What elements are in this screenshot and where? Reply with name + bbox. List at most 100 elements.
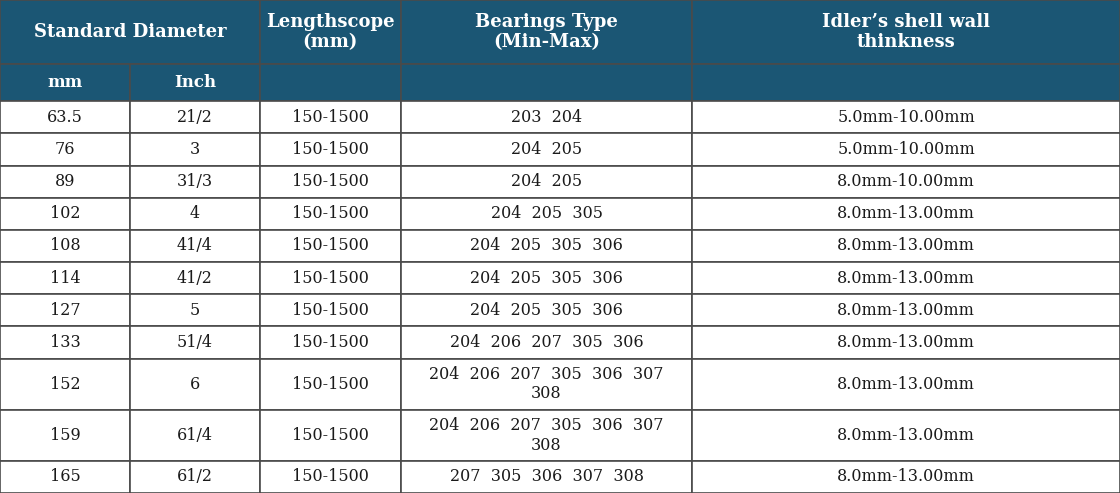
Bar: [260, 0, 401, 64]
Bar: [0, 0, 260, 64]
Text: 102: 102: [49, 205, 81, 222]
Bar: [130, 134, 260, 166]
Text: 165: 165: [49, 468, 81, 486]
Bar: [260, 410, 401, 461]
Text: 150-1500: 150-1500: [292, 205, 368, 222]
Text: 204  205  305  306: 204 205 305 306: [470, 302, 623, 319]
Bar: [692, 410, 1120, 461]
Text: 204  205  305: 204 205 305: [491, 205, 603, 222]
Bar: [401, 101, 692, 134]
Bar: [260, 262, 401, 294]
Text: 8.0mm-13.00mm: 8.0mm-13.00mm: [837, 270, 976, 286]
Text: 89: 89: [55, 173, 75, 190]
Text: 150-1500: 150-1500: [292, 141, 368, 158]
Bar: [0, 101, 130, 134]
Text: 150-1500: 150-1500: [292, 270, 368, 286]
Bar: [260, 294, 401, 326]
Bar: [130, 326, 260, 358]
Bar: [130, 461, 260, 493]
Bar: [0, 230, 130, 262]
Bar: [401, 198, 692, 230]
Bar: [130, 64, 260, 101]
Bar: [0, 358, 130, 410]
Bar: [0, 134, 130, 166]
Bar: [130, 230, 260, 262]
Text: 150-1500: 150-1500: [292, 302, 368, 319]
Bar: [0, 461, 130, 493]
Text: 204  206  207  305  306  307
308: 204 206 207 305 306 307 308: [429, 366, 664, 402]
Text: Bearings Type
(Min-Max): Bearings Type (Min-Max): [475, 13, 618, 51]
Bar: [692, 461, 1120, 493]
Text: 61/2: 61/2: [177, 468, 213, 486]
Bar: [0, 294, 130, 326]
Text: 114: 114: [49, 270, 81, 286]
Text: 8.0mm-10.00mm: 8.0mm-10.00mm: [838, 173, 974, 190]
Bar: [260, 358, 401, 410]
Bar: [260, 134, 401, 166]
Bar: [130, 101, 260, 134]
Bar: [401, 326, 692, 358]
Text: 203  204: 203 204: [511, 109, 582, 126]
Bar: [401, 262, 692, 294]
Text: 150-1500: 150-1500: [292, 173, 368, 190]
Bar: [260, 64, 401, 101]
Text: 8.0mm-13.00mm: 8.0mm-13.00mm: [837, 376, 976, 392]
Bar: [692, 294, 1120, 326]
Text: 159: 159: [49, 427, 81, 444]
Text: 41/4: 41/4: [177, 238, 213, 254]
Text: Lengthscope
(mm): Lengthscope (mm): [267, 13, 394, 51]
Text: 152: 152: [49, 376, 81, 392]
Bar: [401, 461, 692, 493]
Text: 133: 133: [49, 334, 81, 351]
Text: mm: mm: [47, 74, 83, 91]
Bar: [401, 166, 692, 198]
Bar: [260, 101, 401, 134]
Bar: [692, 134, 1120, 166]
Bar: [130, 294, 260, 326]
Bar: [401, 358, 692, 410]
Bar: [0, 410, 130, 461]
Bar: [692, 230, 1120, 262]
Bar: [130, 358, 260, 410]
Bar: [692, 64, 1120, 101]
Text: 204  206  207  305  306  307
308: 204 206 207 305 306 307 308: [429, 417, 664, 454]
Text: 61/4: 61/4: [177, 427, 213, 444]
Bar: [0, 262, 130, 294]
Text: 4: 4: [189, 205, 200, 222]
Text: 204  205  305  306: 204 205 305 306: [470, 238, 623, 254]
Bar: [401, 410, 692, 461]
Text: 108: 108: [49, 238, 81, 254]
Bar: [401, 0, 692, 64]
Bar: [692, 166, 1120, 198]
Bar: [692, 101, 1120, 134]
Bar: [130, 166, 260, 198]
Bar: [692, 198, 1120, 230]
Bar: [401, 64, 692, 101]
Bar: [130, 410, 260, 461]
Bar: [260, 230, 401, 262]
Text: Standard Diameter: Standard Diameter: [34, 23, 226, 41]
Text: 8.0mm-13.00mm: 8.0mm-13.00mm: [837, 468, 976, 486]
Text: 3: 3: [189, 141, 200, 158]
Bar: [401, 134, 692, 166]
Text: 8.0mm-13.00mm: 8.0mm-13.00mm: [837, 334, 976, 351]
Text: 5: 5: [189, 302, 200, 319]
Bar: [692, 326, 1120, 358]
Bar: [0, 326, 130, 358]
Text: 150-1500: 150-1500: [292, 468, 368, 486]
Bar: [130, 198, 260, 230]
Text: 150-1500: 150-1500: [292, 109, 368, 126]
Bar: [260, 326, 401, 358]
Text: 5.0mm-10.00mm: 5.0mm-10.00mm: [838, 141, 974, 158]
Text: 41/2: 41/2: [177, 270, 213, 286]
Text: 76: 76: [55, 141, 75, 158]
Text: 127: 127: [49, 302, 81, 319]
Bar: [401, 230, 692, 262]
Text: Inch: Inch: [174, 74, 216, 91]
Text: 21/2: 21/2: [177, 109, 213, 126]
Text: 51/4: 51/4: [177, 334, 213, 351]
Text: 204  205: 204 205: [511, 173, 582, 190]
Text: 5.0mm-10.00mm: 5.0mm-10.00mm: [838, 109, 974, 126]
Text: 204  205  305  306: 204 205 305 306: [470, 270, 623, 286]
Bar: [0, 198, 130, 230]
